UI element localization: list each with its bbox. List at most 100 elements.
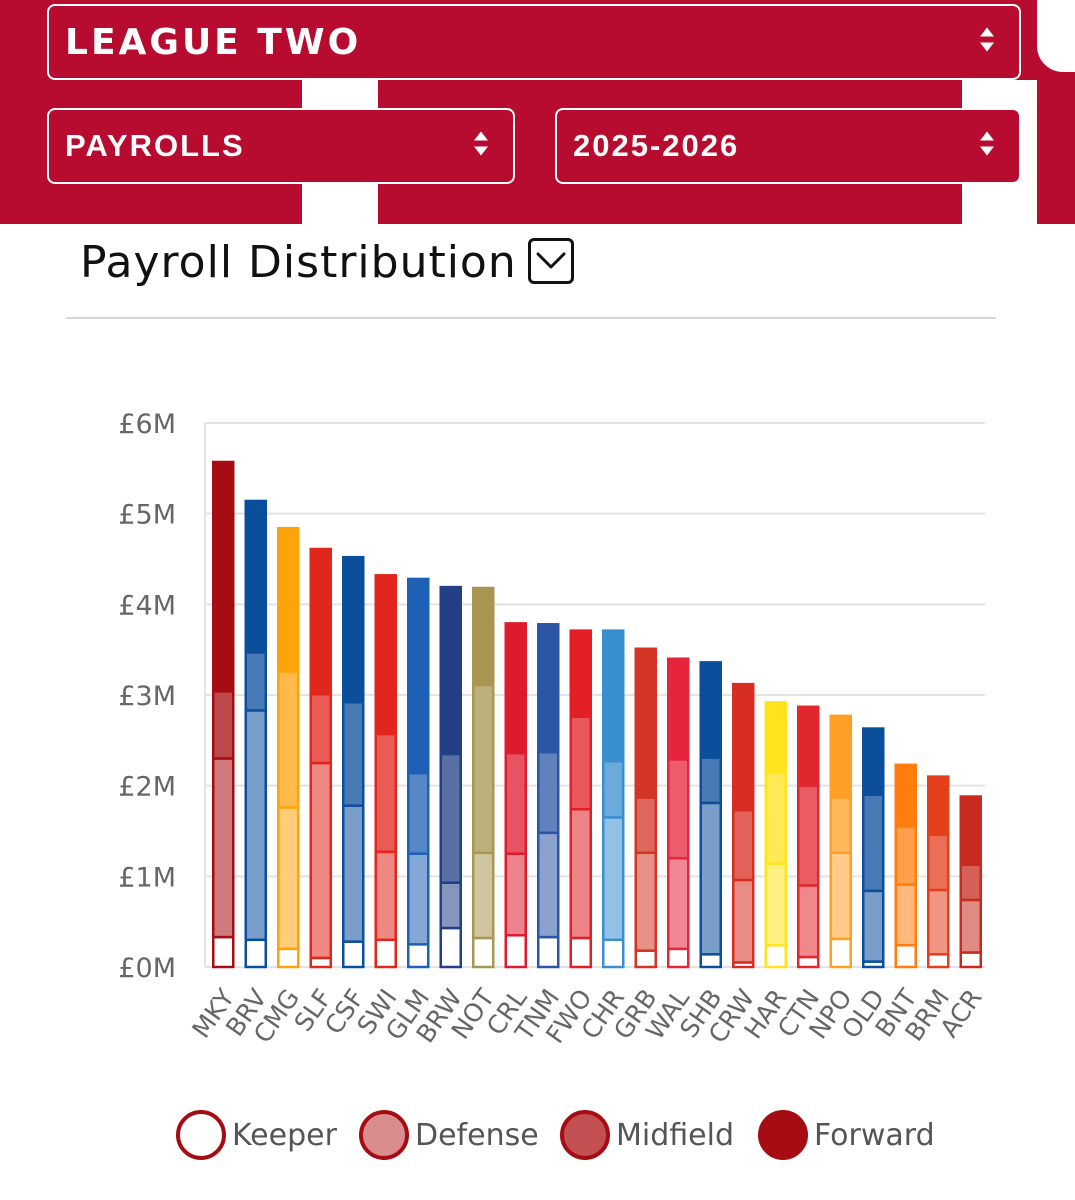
legend-item-midfield[interactable]: Midfield [560, 1110, 734, 1160]
bar-segment-keeper[interactable] [472, 936, 495, 969]
bar-segment-defense[interactable] [862, 889, 885, 963]
bar-segment-midfield[interactable] [277, 670, 300, 809]
bar-segment-forward[interactable] [732, 682, 755, 812]
bar-segment-keeper[interactable] [277, 947, 300, 969]
bar-segment-keeper[interactable] [244, 938, 267, 969]
bar-segment-midfield[interactable] [634, 796, 657, 855]
bar-brw[interactable] [439, 585, 462, 969]
bar-segment-defense[interactable] [537, 831, 560, 939]
bar-segment-forward[interactable] [797, 705, 820, 787]
bar-old[interactable] [862, 727, 885, 969]
bar-segment-forward[interactable] [472, 586, 495, 687]
bar-segment-defense[interactable] [212, 757, 235, 939]
bar-segment-keeper[interactable] [537, 935, 560, 969]
bar-segment-keeper[interactable] [374, 938, 397, 969]
bar-segment-midfield[interactable] [504, 751, 527, 855]
bar-segment-defense[interactable] [244, 709, 267, 942]
bar-segment-forward[interactable] [764, 701, 787, 774]
bar-segment-midfield[interactable] [667, 758, 690, 860]
bar-segment-defense[interactable] [797, 884, 820, 959]
bar-segment-defense[interactable] [342, 804, 365, 943]
bar-segment-defense[interactable] [277, 806, 300, 951]
bar-segment-keeper[interactable] [504, 934, 527, 969]
bar-segment-midfield[interactable] [699, 756, 722, 805]
bar-segment-keeper[interactable] [667, 947, 690, 969]
bar-segment-defense[interactable] [894, 883, 917, 947]
bar-chr[interactable] [602, 629, 625, 969]
bar-segment-forward[interactable] [244, 499, 267, 654]
bar-segment-forward[interactable] [342, 555, 365, 704]
bar-segment-keeper[interactable] [699, 953, 722, 969]
bar-brv[interactable] [244, 499, 267, 969]
metric-select[interactable]: PAYROLLS [47, 108, 515, 184]
bar-tnm[interactable] [537, 623, 560, 969]
legend-item-forward[interactable]: Forward [758, 1110, 935, 1160]
bar-segment-forward[interactable] [309, 547, 332, 696]
bar-segment-defense[interactable] [927, 888, 950, 956]
bar-segment-midfield[interactable] [862, 793, 885, 893]
bar-brm[interactable] [927, 775, 950, 969]
bar-segment-forward[interactable] [439, 585, 462, 756]
bar-segment-defense[interactable] [374, 850, 397, 942]
bar-segment-defense[interactable] [504, 852, 527, 937]
bar-segment-midfield[interactable] [407, 771, 430, 855]
bar-bnt[interactable] [894, 763, 917, 969]
bar-segment-midfield[interactable] [374, 732, 397, 854]
bar-segment-midfield[interactable] [602, 759, 625, 819]
bar-segment-forward[interactable] [407, 577, 430, 775]
bar-grb[interactable] [634, 647, 657, 969]
bar-segment-keeper[interactable] [407, 943, 430, 969]
bar-acr[interactable] [959, 795, 982, 969]
bar-segment-defense[interactable] [829, 851, 852, 941]
bar-segment-forward[interactable] [667, 657, 690, 761]
bar-segment-defense[interactable] [472, 851, 495, 940]
bar-segment-keeper[interactable] [894, 943, 917, 969]
bar-segment-defense[interactable] [309, 761, 332, 960]
bar-segment-midfield[interactable] [569, 715, 592, 811]
bar-not[interactable] [472, 586, 495, 969]
bar-segment-defense[interactable] [439, 881, 462, 930]
bar-segment-keeper[interactable] [829, 937, 852, 969]
bar-segment-forward[interactable] [212, 460, 235, 693]
bar-wal[interactable] [667, 657, 690, 969]
bar-segment-keeper[interactable] [927, 953, 950, 969]
bar-npo[interactable] [829, 714, 852, 969]
bar-segment-keeper[interactable] [309, 956, 332, 969]
bar-segment-midfield[interactable] [959, 863, 982, 902]
bar-segment-midfield[interactable] [439, 752, 462, 884]
bar-segment-forward[interactable] [569, 629, 592, 719]
bar-segment-forward[interactable] [829, 714, 852, 799]
bar-segment-midfield[interactable] [927, 833, 950, 892]
bar-segment-forward[interactable] [634, 647, 657, 799]
bar-segment-forward[interactable] [602, 629, 625, 763]
bar-segment-defense[interactable] [407, 852, 430, 946]
bar-segment-forward[interactable] [537, 623, 560, 754]
season-select[interactable]: 2025-2026 [555, 108, 1021, 184]
bar-segment-forward[interactable] [374, 574, 397, 736]
bar-segment-forward[interactable] [959, 795, 982, 866]
bar-segment-midfield[interactable] [732, 808, 755, 882]
bar-segment-midfield[interactable] [309, 692, 332, 765]
bar-csf[interactable] [342, 555, 365, 969]
bar-segment-midfield[interactable] [212, 690, 235, 760]
legend-item-keeper[interactable]: Keeper [176, 1110, 337, 1160]
bar-segment-defense[interactable] [667, 856, 690, 951]
bar-fwo[interactable] [569, 629, 592, 969]
bar-segment-forward[interactable] [894, 763, 917, 828]
bar-ctn[interactable] [797, 705, 820, 969]
bar-segment-keeper[interactable] [959, 951, 982, 969]
collapse-toggle-button[interactable] [528, 238, 574, 284]
bar-slf[interactable] [309, 547, 332, 969]
league-select[interactable]: LEAGUE TWO [47, 4, 1021, 80]
bar-har[interactable] [764, 701, 787, 969]
bar-segment-forward[interactable] [927, 775, 950, 836]
bar-segment-defense[interactable] [764, 862, 787, 947]
bar-mky[interactable] [212, 460, 235, 969]
bar-segment-midfield[interactable] [342, 701, 365, 807]
bar-segment-defense[interactable] [602, 816, 625, 942]
bar-segment-forward[interactable] [504, 622, 527, 755]
bar-swi[interactable] [374, 574, 397, 969]
bar-segment-forward[interactable] [699, 661, 722, 759]
bar-segment-keeper[interactable] [602, 938, 625, 969]
bar-segment-keeper[interactable] [634, 949, 657, 969]
